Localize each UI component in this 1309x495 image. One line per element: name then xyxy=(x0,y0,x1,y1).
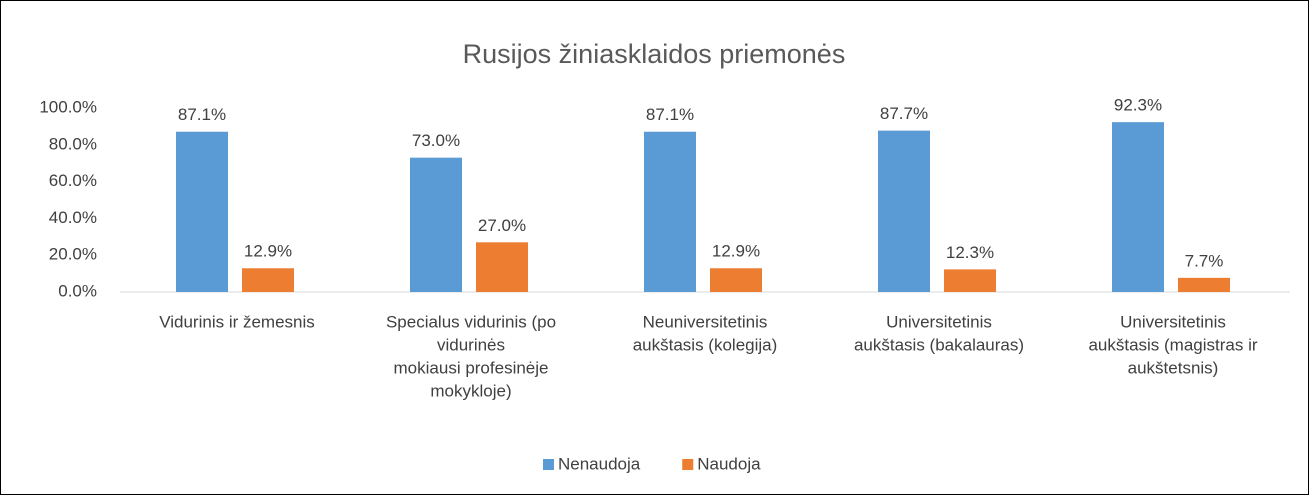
x-tick-label: Universitetinis xyxy=(1120,312,1226,331)
x-tick-label: Neuniversitetinis xyxy=(643,312,768,331)
x-tick-label: aukštasis (kolegija) xyxy=(633,335,778,354)
data-label: 73.0% xyxy=(412,131,460,150)
bar xyxy=(1178,277,1230,292)
bar xyxy=(878,130,930,292)
bar xyxy=(644,131,696,292)
bar xyxy=(410,157,462,292)
y-tick-label: 20.0% xyxy=(49,245,97,264)
data-label: 87.1% xyxy=(646,105,694,124)
x-tick-label: mokykloje) xyxy=(430,381,511,400)
chart-title: Rusijos žiniasklaidos priemonės xyxy=(463,39,846,69)
legend-swatch xyxy=(543,459,554,470)
y-tick-label: 0.0% xyxy=(58,281,97,300)
x-tick-label: Vidurinis ir žemesnis xyxy=(159,312,315,331)
data-label: 12.9% xyxy=(244,242,292,261)
legend-label: Naudoja xyxy=(697,454,761,473)
data-label: 7.7% xyxy=(1185,251,1224,270)
x-tick-label: Universitetinis xyxy=(886,312,992,331)
y-tick-label: 60.0% xyxy=(49,171,97,190)
x-tick-label: Specialus vidurinis (po xyxy=(386,312,556,331)
x-tick-label: vidurinės xyxy=(437,335,505,354)
legend-label: Nenaudoja xyxy=(558,454,641,473)
x-tick-label: aukštetsnis) xyxy=(1128,358,1219,377)
y-tick-label: 80.0% xyxy=(49,134,97,153)
y-tick-label: 40.0% xyxy=(49,208,97,227)
x-tick-label: aukštasis (bakalauras) xyxy=(854,335,1024,354)
data-label: 12.9% xyxy=(712,242,760,261)
bar xyxy=(1112,122,1164,292)
x-tick-label: mokiausi profesinėje xyxy=(394,358,549,377)
bar xyxy=(176,131,228,292)
bar xyxy=(242,268,294,292)
bar xyxy=(710,268,762,292)
data-label: 27.0% xyxy=(478,216,526,235)
data-label: 92.3% xyxy=(1114,96,1162,115)
legend-swatch xyxy=(682,459,694,470)
data-label: 12.3% xyxy=(946,243,994,262)
y-tick-label: 100.0% xyxy=(39,97,97,116)
x-tick-label: aukštasis (magistras ir xyxy=(1088,335,1257,354)
bar xyxy=(944,269,996,292)
data-label: 87.7% xyxy=(880,104,928,123)
bar xyxy=(476,242,528,292)
data-label: 87.1% xyxy=(178,105,226,124)
